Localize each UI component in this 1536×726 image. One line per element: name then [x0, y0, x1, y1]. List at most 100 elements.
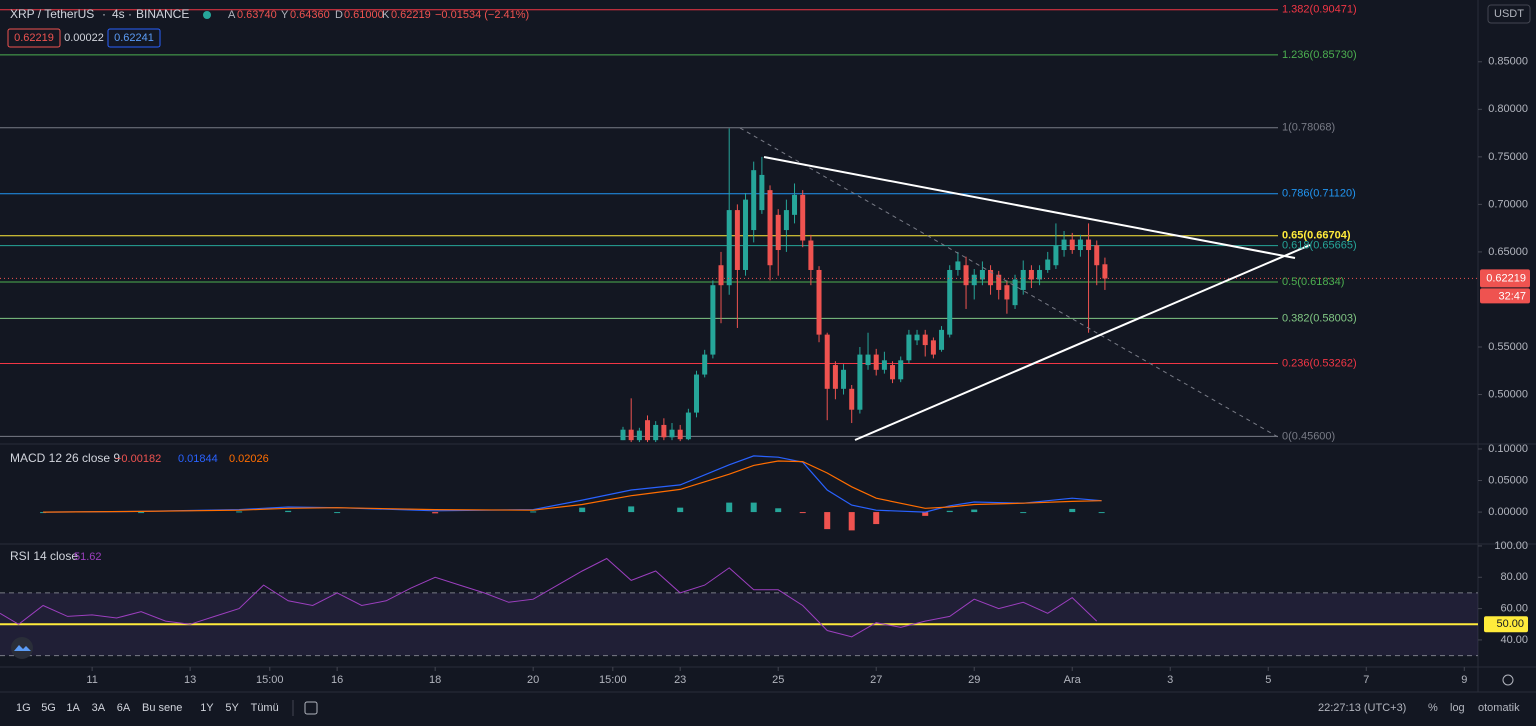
status-dot — [203, 11, 211, 19]
ohlc-label: K — [382, 9, 390, 21]
separator-dot: · — [102, 7, 106, 21]
candle-body — [832, 365, 838, 389]
logo-icon — [14, 645, 31, 651]
indicator-value: −0.00182 — [115, 453, 161, 465]
histogram-bar — [775, 508, 782, 513]
range-button[interactable]: Tümü — [251, 702, 279, 714]
spread: 0.00022 — [64, 32, 104, 44]
settings-icon[interactable] — [1502, 674, 1514, 686]
y-tick-label: 0.65000 — [1488, 246, 1528, 258]
countdown-box — [1480, 288, 1530, 304]
histogram-bar — [873, 512, 880, 525]
histogram-bar — [236, 511, 243, 513]
histogram-bar — [1020, 512, 1027, 514]
candle-body — [890, 365, 896, 380]
candle-body — [783, 210, 789, 231]
candle-body — [743, 199, 749, 270]
candle-body — [1102, 264, 1108, 279]
histogram-bar — [1069, 508, 1076, 513]
candle-body — [1004, 285, 1010, 300]
candle-body — [628, 429, 634, 441]
candle-body — [645, 420, 651, 441]
histogram-bar — [848, 512, 855, 531]
bid-box[interactable] — [7, 28, 61, 48]
x-tick-label: Ara — [1064, 674, 1082, 686]
y-tick-label: 0.75000 — [1488, 151, 1528, 163]
range-button[interactable]: 5Y — [225, 702, 239, 714]
x-tick-label: 25 — [772, 674, 784, 686]
y-tick-label: 100.00 — [1494, 540, 1528, 552]
range-button[interactable]: 5G — [41, 702, 56, 714]
last-price-box — [1480, 269, 1530, 288]
candle-body — [979, 269, 985, 280]
auto-toggle[interactable]: otomatik — [1478, 702, 1520, 714]
candle-body — [1061, 239, 1067, 251]
range-button[interactable]: 3A — [92, 702, 106, 714]
y-tick-label: 0.80000 — [1488, 103, 1528, 115]
histogram-bar — [824, 512, 831, 530]
histogram-bar — [530, 511, 537, 513]
y-tick-label: 0.05000 — [1488, 474, 1528, 486]
x-tick-label: 27 — [870, 674, 882, 686]
range-button[interactable]: 1Y — [200, 702, 214, 714]
fib-label: 0.786(0.71120) — [1282, 188, 1356, 200]
candle-body — [865, 354, 871, 366]
candle-body — [792, 194, 798, 215]
trendline-lower — [854, 244, 1311, 441]
candle-body — [636, 430, 642, 441]
range-button[interactable]: Bu sene — [142, 702, 182, 714]
candle-body — [694, 374, 700, 413]
bid: 0.62219 — [14, 32, 54, 44]
fib-label: 0.5(0.61834) — [1282, 276, 1344, 288]
fib-label: 1(0.78068) — [1282, 122, 1335, 134]
date-range-icon[interactable] — [304, 701, 318, 715]
interval[interactable]: 4s — [112, 7, 125, 21]
histogram-bar — [799, 512, 806, 514]
change: −0.01534 (−2.41%) — [435, 9, 529, 21]
candle-body — [726, 210, 732, 286]
range-button[interactable]: 6A — [117, 702, 131, 714]
candle-body — [963, 265, 969, 286]
candle-body — [857, 354, 863, 410]
candle-body — [906, 334, 912, 361]
midline-box — [1484, 616, 1528, 633]
ohlc-value: 0.63740 — [237, 9, 277, 21]
y-tick-label: 0.10000 — [1488, 443, 1528, 455]
indicator-value: 51.62 — [74, 551, 102, 563]
x-tick-label: 13 — [184, 674, 196, 686]
x-tick-label: 15:00 — [599, 674, 627, 686]
rsi-line — [0, 557, 1098, 638]
x-tick-label: 5 — [1265, 674, 1271, 686]
histogram-bar — [334, 512, 341, 514]
x-tick-label: 3 — [1167, 674, 1173, 686]
y-tick-label: 0.70000 — [1488, 198, 1528, 210]
ohlc-label: D — [335, 9, 343, 21]
currency-box[interactable] — [1487, 4, 1531, 24]
candle-body — [881, 360, 887, 370]
candle-body — [620, 429, 626, 441]
y-tick-label: 0.00000 — [1488, 506, 1528, 518]
range-button[interactable]: 1G — [16, 702, 31, 714]
candle-body — [1028, 269, 1034, 280]
indicator-title: RSI 14 close — [10, 549, 78, 563]
candle-body — [1012, 279, 1018, 306]
candle-body — [800, 194, 806, 241]
histogram-bar — [432, 512, 439, 514]
candle-body — [1077, 239, 1083, 251]
log-toggle[interactable]: log — [1450, 702, 1465, 714]
candle-body — [873, 354, 879, 370]
y-tick-label: 0.85000 — [1488, 56, 1528, 68]
histogram-bar — [946, 510, 953, 513]
candle-body — [930, 340, 936, 355]
candle-body — [1037, 269, 1043, 280]
x-tick-label: 20 — [527, 674, 539, 686]
symbol[interactable]: XRP / TetherUS — [10, 7, 94, 21]
x-tick-label: 7 — [1363, 674, 1369, 686]
signal-line — [43, 460, 1102, 513]
histogram-bar — [750, 502, 757, 513]
ask-box[interactable] — [107, 28, 161, 48]
percent-toggle[interactable]: % — [1428, 702, 1438, 714]
fib-label: 0.236(0.53262) — [1282, 357, 1357, 369]
range-button[interactable]: 1A — [66, 702, 80, 714]
